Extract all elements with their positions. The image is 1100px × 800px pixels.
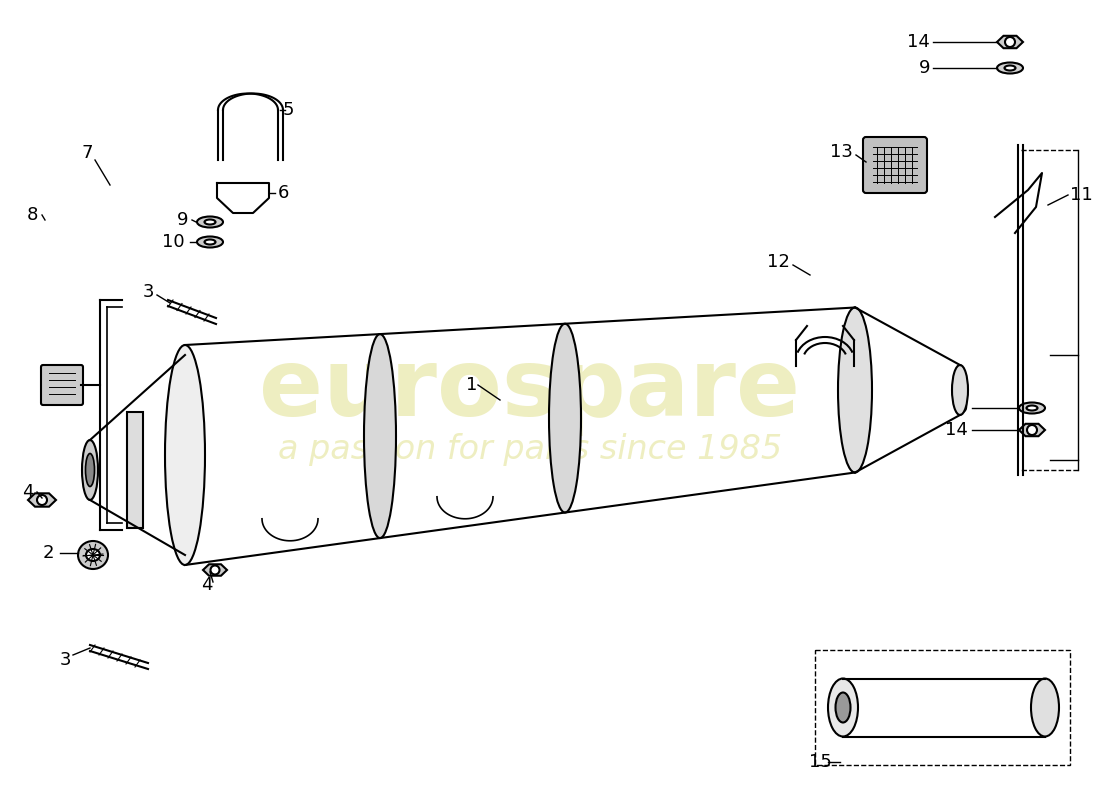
- Ellipse shape: [1026, 406, 1037, 410]
- Text: 4: 4: [201, 576, 212, 594]
- Text: 3: 3: [59, 651, 70, 669]
- Ellipse shape: [86, 454, 95, 486]
- Ellipse shape: [952, 365, 968, 415]
- Ellipse shape: [86, 549, 100, 561]
- Text: 14: 14: [908, 33, 930, 51]
- FancyBboxPatch shape: [41, 365, 82, 405]
- Ellipse shape: [78, 541, 108, 569]
- Text: 13: 13: [830, 143, 852, 161]
- Ellipse shape: [1019, 402, 1045, 414]
- Text: 5: 5: [283, 101, 295, 119]
- Bar: [126, 412, 143, 528]
- Text: 2: 2: [42, 544, 54, 562]
- Ellipse shape: [364, 334, 396, 538]
- Text: 10: 10: [163, 233, 185, 251]
- Text: eurospare: eurospare: [260, 344, 801, 436]
- Polygon shape: [28, 494, 56, 506]
- Text: 1: 1: [466, 376, 477, 394]
- Ellipse shape: [82, 440, 98, 500]
- Text: a passion for parts since 1985: a passion for parts since 1985: [278, 434, 782, 466]
- Text: 14: 14: [945, 421, 968, 439]
- FancyBboxPatch shape: [864, 137, 927, 193]
- Text: 12: 12: [767, 253, 790, 271]
- Text: 9: 9: [957, 399, 968, 417]
- Ellipse shape: [828, 678, 858, 737]
- Ellipse shape: [197, 217, 223, 227]
- Circle shape: [1005, 37, 1015, 47]
- Ellipse shape: [838, 307, 872, 473]
- Ellipse shape: [205, 219, 216, 225]
- Bar: [815, 650, 1070, 765]
- Circle shape: [37, 495, 47, 505]
- Text: 9: 9: [176, 211, 188, 229]
- Circle shape: [210, 566, 220, 574]
- Ellipse shape: [1004, 66, 1015, 70]
- Text: 9: 9: [918, 59, 930, 77]
- Text: 8: 8: [26, 206, 37, 224]
- Circle shape: [1027, 425, 1037, 435]
- Ellipse shape: [549, 324, 581, 513]
- Ellipse shape: [1031, 678, 1059, 737]
- Text: 6: 6: [278, 184, 289, 202]
- Text: 4: 4: [22, 483, 34, 501]
- Ellipse shape: [836, 693, 850, 722]
- Ellipse shape: [205, 239, 216, 245]
- Text: 11: 11: [1070, 186, 1092, 204]
- Ellipse shape: [165, 345, 205, 565]
- Ellipse shape: [197, 237, 223, 247]
- Polygon shape: [997, 36, 1023, 48]
- Text: 3: 3: [142, 283, 154, 301]
- Text: 15: 15: [808, 753, 832, 771]
- Polygon shape: [1019, 424, 1045, 436]
- Text: 7: 7: [81, 144, 92, 162]
- Polygon shape: [204, 564, 227, 576]
- Ellipse shape: [997, 62, 1023, 74]
